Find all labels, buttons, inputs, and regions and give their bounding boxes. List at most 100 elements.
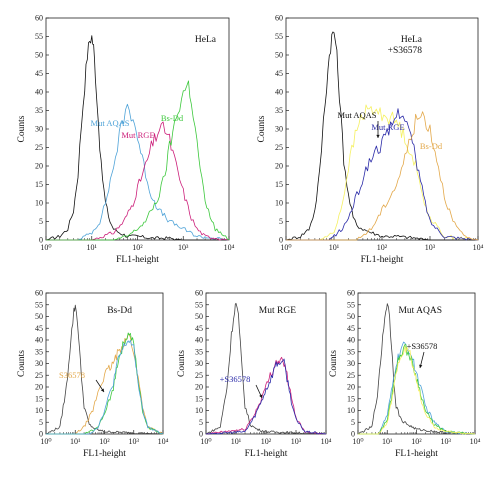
series-line-1 <box>45 35 229 241</box>
annotation-arrowhead <box>259 394 263 398</box>
series-line-3 <box>358 344 476 435</box>
chart-panel-p2: 0 5 10 15 20 25 30 35 40 45 50 55 60 10⁰ 10¹ 10² 10³ 10⁴ F… <box>257 14 484 266</box>
panel-title: +S36578 <box>388 46 423 56</box>
panel-title: Bs-Dd <box>107 306 132 316</box>
annotation-arrowhead <box>376 134 380 138</box>
x-tick-label: 10¹ <box>87 243 98 252</box>
y-tick-label: 50 <box>195 312 203 321</box>
y-tick-label: 25 <box>195 371 203 380</box>
y-tick-label: 35 <box>195 347 203 356</box>
y-axis-label: Counts <box>17 115 27 142</box>
y-tick-label: 60 <box>275 14 283 23</box>
y-tick-label: 25 <box>35 371 43 380</box>
y-tick-label: 15 <box>35 394 43 403</box>
x-tick-label: 10² <box>377 243 388 252</box>
x-tick-label: 10⁰ <box>40 437 51 446</box>
x-tick-label: 10⁰ <box>280 243 291 252</box>
panel-title: HeLa <box>195 35 217 45</box>
y-tick-label: 30 <box>347 359 355 368</box>
y-tick-label: 20 <box>35 162 43 171</box>
annotation-label: S36578 <box>59 370 85 380</box>
x-tick-label: 10¹ <box>329 243 340 252</box>
x-tick-label: 10⁰ <box>200 437 211 446</box>
y-tick-label: 20 <box>195 383 203 392</box>
annotation-label: +S36578 <box>407 341 438 351</box>
series-line-1 <box>205 302 326 435</box>
series-line-mut-aqas <box>46 103 230 241</box>
y-tick-label: 40 <box>275 88 283 97</box>
series-line-1 <box>357 303 475 435</box>
y-tick-label: 35 <box>35 106 43 115</box>
y-tick-label: 0 <box>39 236 43 245</box>
chart-panel-p1: 0 5 10 15 20 25 30 35 40 45 50 55 60 10⁰ 10¹ 10² 10³ 10⁴ F… <box>17 14 235 266</box>
y-tick-label: 55 <box>275 32 283 41</box>
y-tick-label: 20 <box>35 383 43 392</box>
y-tick-label: 55 <box>35 300 43 309</box>
y-tick-label: 0 <box>199 430 203 439</box>
y-tick-label: 10 <box>35 406 43 415</box>
y-tick-label: 10 <box>195 406 203 415</box>
x-tick-label: 10² <box>411 437 422 446</box>
y-tick-label: 60 <box>347 289 355 298</box>
chart-panel-p4: 0 5 10 15 20 25 30 35 40 45 50 55 60 10⁰ 10¹ 10² 10³ 10⁴ F… <box>177 289 332 460</box>
x-tick-label: 10² <box>132 243 143 252</box>
series-line-4 <box>358 345 476 435</box>
y-tick-label: 30 <box>195 359 203 368</box>
annotation-arrowhead <box>419 364 423 368</box>
x-tick-label: 10³ <box>129 437 140 446</box>
y-tick-label: 35 <box>275 106 283 115</box>
y-tick-label: 40 <box>35 88 43 97</box>
y-tick-label: 35 <box>35 347 43 356</box>
annotation-label: Mut AQAS <box>338 110 377 120</box>
x-tick-label: 10³ <box>291 437 302 446</box>
y-tick-label: 5 <box>351 418 355 427</box>
y-tick-label: 50 <box>35 51 43 60</box>
x-axis-label: FL1-height <box>116 255 159 265</box>
panel-title: HeLa <box>401 35 423 45</box>
y-tick-label: 60 <box>35 289 43 298</box>
y-tick-label: 55 <box>35 32 43 41</box>
series-line-3 <box>205 358 327 435</box>
y-axis-label: Counts <box>17 350 27 377</box>
annotation-label: Mut AQAS <box>91 118 130 128</box>
annotation-arrowhead <box>100 388 104 392</box>
series-line-1 <box>285 31 478 241</box>
panel-title: Mut AQAS <box>398 306 442 316</box>
y-tick-label: 25 <box>275 143 283 152</box>
y-tick-label: 45 <box>35 69 43 78</box>
y-axis-label: Counts <box>329 350 339 377</box>
y-tick-label: 50 <box>347 312 355 321</box>
x-tick-label: 10¹ <box>70 437 81 446</box>
x-axis-label: FL1-height <box>361 255 404 265</box>
y-tick-label: 30 <box>275 125 283 134</box>
series-line-2 <box>358 341 476 435</box>
y-tick-label: 15 <box>195 394 203 403</box>
annotation-label: +S36578 <box>220 374 251 384</box>
x-tick-label: 10¹ <box>382 437 393 446</box>
x-tick-label: 10³ <box>441 437 452 446</box>
y-tick-label: 45 <box>35 324 43 333</box>
y-axis-label: Counts <box>177 350 187 377</box>
y-tick-label: 10 <box>35 199 43 208</box>
y-tick-label: 35 <box>347 347 355 356</box>
y-tick-label: 25 <box>347 371 355 380</box>
series-line-bs-dd <box>286 111 479 241</box>
y-tick-label: 25 <box>35 143 43 152</box>
y-tick-label: 15 <box>347 394 355 403</box>
series-line-1 <box>45 304 163 435</box>
y-tick-label: 30 <box>35 359 43 368</box>
plot-frame <box>45 17 230 241</box>
x-tick-label: 10⁴ <box>321 437 332 446</box>
x-tick-label: 10⁴ <box>158 437 169 446</box>
y-tick-label: 5 <box>39 217 43 226</box>
panel-title: Mut RGE <box>259 306 296 316</box>
y-tick-label: 15 <box>275 180 283 189</box>
y-tick-label: 60 <box>195 289 203 298</box>
x-axis-label: FL1-height <box>245 449 288 459</box>
series-line-2 <box>205 356 327 435</box>
annotation-label: Bs-Dd <box>420 141 443 151</box>
y-tick-label: 45 <box>347 324 355 333</box>
chart-panel-p3: 0 5 10 15 20 25 30 35 40 45 50 55 60 10⁰ 10¹ 10² 10³ 10⁴ F… <box>17 289 169 460</box>
y-tick-label: 5 <box>279 217 283 226</box>
